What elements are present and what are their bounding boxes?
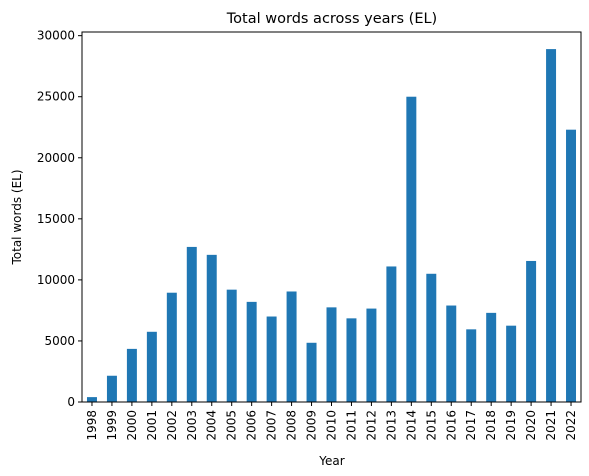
- bar-2012: [366, 308, 377, 402]
- bar-1999: [106, 375, 117, 402]
- x-tick-label: 2006: [245, 410, 259, 441]
- chart-title: Total words across years (EL): [226, 11, 437, 27]
- bar-2007: [266, 316, 277, 402]
- x-tick-label: 2022: [564, 410, 578, 441]
- bar-2013: [386, 266, 397, 402]
- plot-frame: [81, 31, 582, 403]
- x-tick-label: 1999: [105, 410, 119, 441]
- x-tick-label: 2007: [265, 410, 279, 441]
- y-tick-label: 30000: [37, 29, 75, 43]
- bar-2011: [346, 318, 357, 402]
- x-tick-label: 1998: [85, 410, 99, 441]
- bar-2003: [186, 246, 197, 402]
- y-tick-label: 15000: [37, 212, 75, 226]
- bar-2020: [526, 260, 537, 402]
- x-tick-label: 2000: [125, 410, 139, 441]
- bars-group: [86, 49, 577, 402]
- bar-2010: [326, 307, 337, 402]
- bar-2022: [566, 129, 577, 402]
- y-tick-label: 0: [67, 395, 75, 409]
- bar-2021: [546, 49, 557, 402]
- bar-2004: [206, 254, 217, 402]
- y-axis: 0 5000 10000 15000 20000 25000 30000: [37, 29, 82, 409]
- x-tick-label: 2002: [165, 410, 179, 441]
- x-tick-label: 2013: [384, 410, 398, 441]
- bar-2008: [286, 291, 297, 402]
- y-tick-label: 10000: [37, 273, 75, 287]
- x-axis-label: Year: [318, 454, 344, 468]
- bar-2014: [406, 96, 417, 402]
- bar-2002: [166, 292, 177, 402]
- bar-2009: [306, 342, 317, 402]
- x-tick-label: 2020: [524, 410, 538, 441]
- bar-2015: [426, 273, 437, 402]
- x-tick-label: 2010: [325, 410, 339, 441]
- x-tick-label: 2005: [225, 410, 239, 441]
- x-tick-label: 2009: [305, 410, 319, 441]
- y-tick-label: 20000: [37, 151, 75, 165]
- y-tick-label: 5000: [44, 334, 75, 348]
- x-tick-label: 2015: [424, 410, 438, 441]
- bar-2001: [146, 331, 157, 402]
- x-tick-label: 2019: [504, 410, 518, 441]
- bar-2019: [506, 325, 517, 402]
- x-tick-label: 2004: [205, 410, 219, 441]
- x-tick-label: 2021: [544, 410, 558, 441]
- bar-2005: [226, 289, 237, 402]
- x-tick-label: 2008: [285, 410, 299, 441]
- x-tick-label: 2014: [404, 410, 418, 441]
- bar-2000: [126, 348, 137, 402]
- x-axis: 1998 1999 2000 2001 2002 2003 2004 2005 2006 2007…: [85, 402, 578, 441]
- x-tick-label: 2001: [145, 410, 159, 441]
- bar-2018: [486, 312, 497, 402]
- x-tick-label: 2018: [484, 410, 498, 441]
- x-tick-label: 2012: [364, 410, 378, 441]
- bar-2006: [246, 301, 257, 402]
- y-tick-label: 25000: [37, 90, 75, 104]
- x-tick-label: 2011: [344, 410, 358, 441]
- y-axis-label: Total words (EL): [10, 169, 24, 265]
- x-tick-label: 2016: [444, 410, 458, 441]
- bar-1998: [86, 397, 97, 402]
- bar-2016: [446, 305, 457, 402]
- x-tick-label: 2003: [185, 410, 199, 441]
- bar-2017: [466, 329, 477, 402]
- x-tick-label: 2017: [464, 410, 478, 441]
